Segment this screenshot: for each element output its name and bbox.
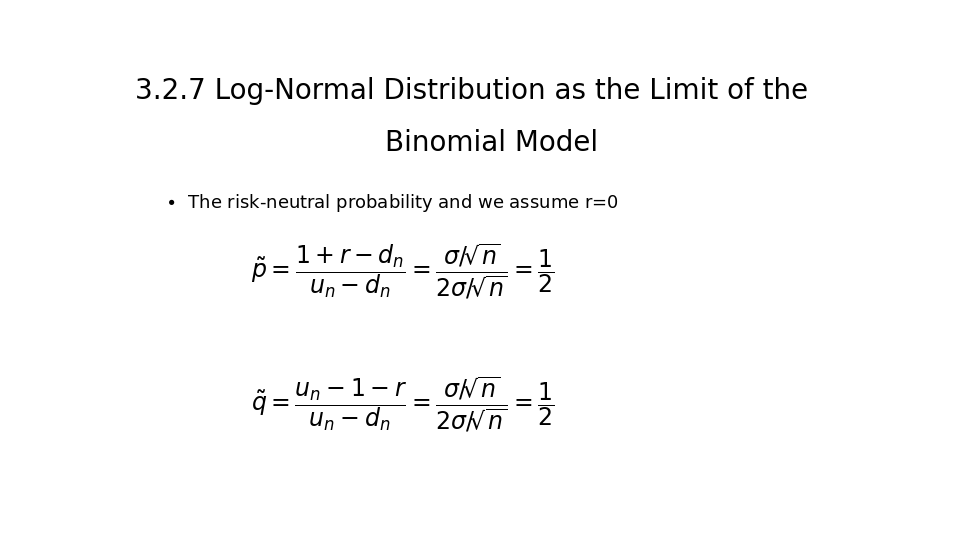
- Text: 3.2.7 Log-Normal Distribution as the Limit of the: 3.2.7 Log-Normal Distribution as the Lim…: [134, 77, 808, 105]
- Text: $\bullet$  The risk-neutral probability and we assume r=0: $\bullet$ The risk-neutral probability a…: [165, 192, 618, 214]
- Text: Binomial Model: Binomial Model: [385, 129, 599, 157]
- Text: $\tilde{q} = \dfrac{u_n-1-r}{u_n-d_n} = \dfrac{\sigma/\!\sqrt{n}}{2\sigma/\!\sqr: $\tilde{q} = \dfrac{u_n-1-r}{u_n-d_n} = …: [251, 375, 555, 434]
- Text: $\tilde{p} = \dfrac{1+r-d_n}{u_n-d_n} = \dfrac{\sigma/\!\sqrt{n}}{2\sigma/\!\sqr: $\tilde{p} = \dfrac{1+r-d_n}{u_n-d_n} = …: [251, 241, 555, 301]
